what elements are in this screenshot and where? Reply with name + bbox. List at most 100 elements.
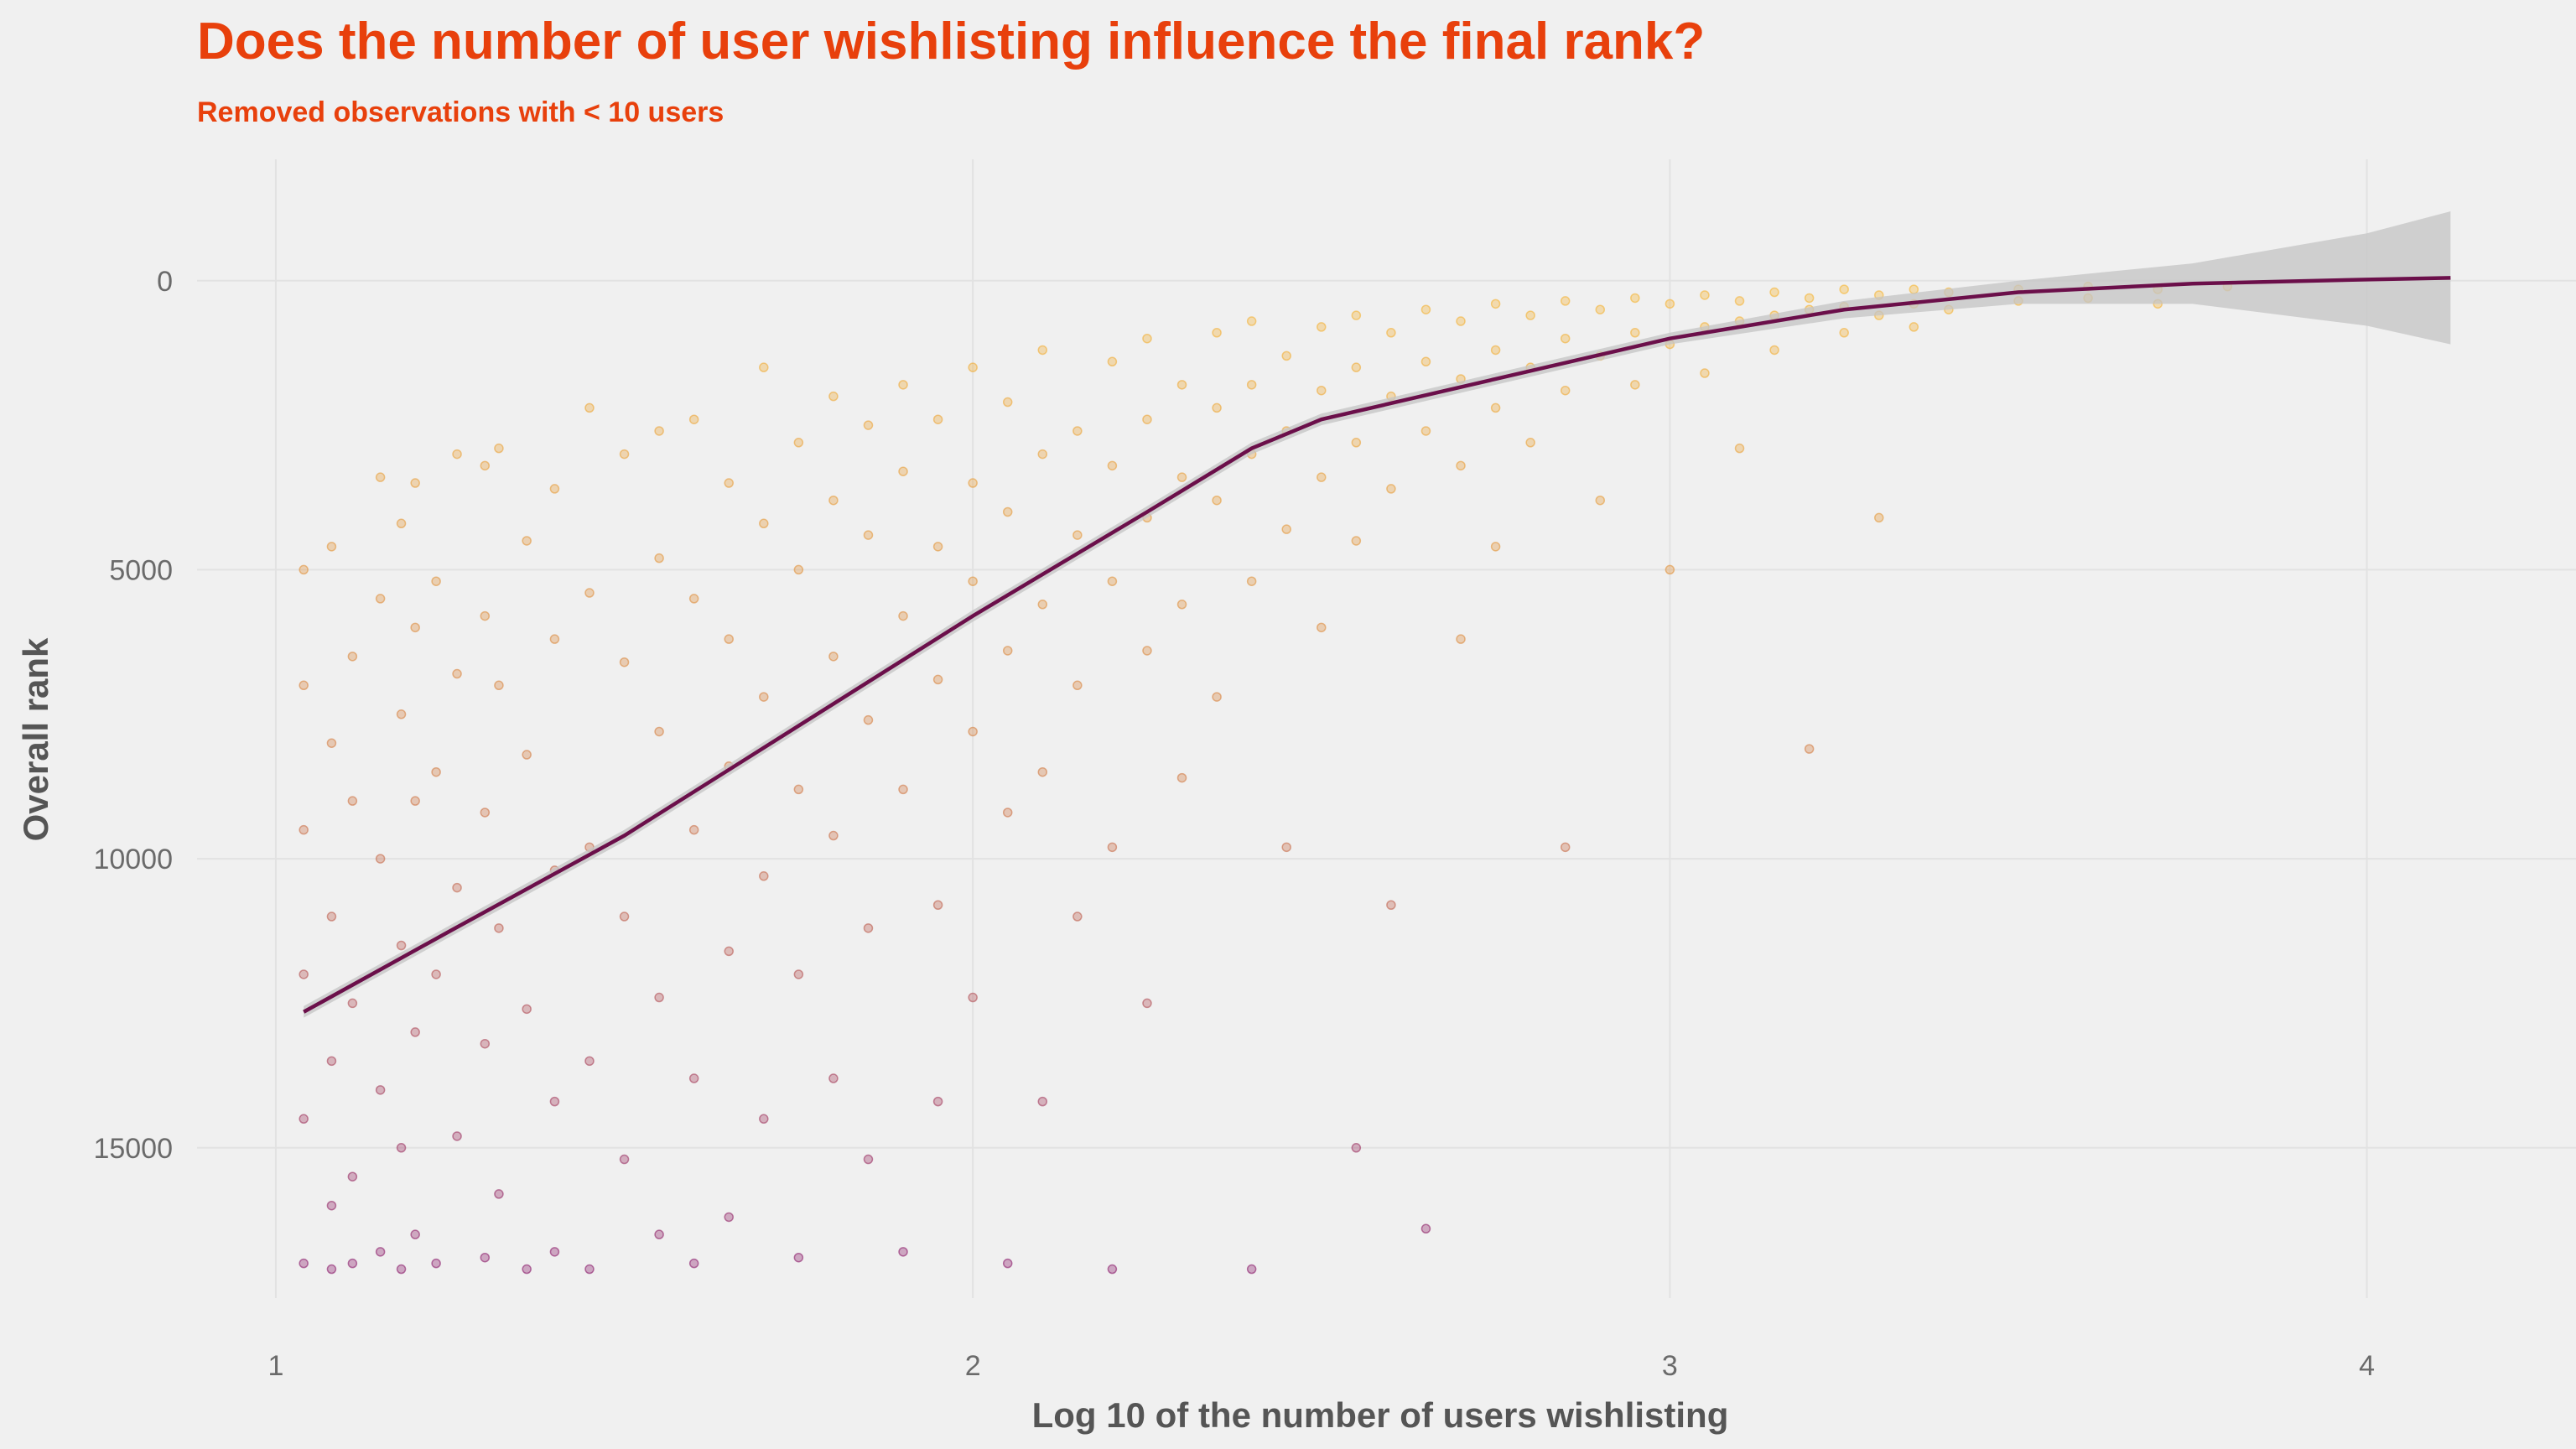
- point: [1246, 380, 1257, 390]
- point: [1142, 333, 1152, 344]
- point: [1909, 322, 1919, 332]
- point: [494, 1189, 504, 1199]
- point: [1212, 495, 1222, 506]
- point: [1456, 460, 1466, 471]
- point: [828, 495, 839, 506]
- point: [396, 518, 407, 529]
- point: [724, 1212, 734, 1223]
- point: [326, 738, 337, 748]
- point: [1037, 1096, 1048, 1107]
- point: [898, 784, 908, 795]
- point: [1665, 564, 1675, 575]
- point: [299, 1114, 309, 1124]
- point: [375, 594, 386, 604]
- point: [1700, 368, 1710, 378]
- point: [1525, 438, 1535, 448]
- point: [549, 1096, 560, 1107]
- point: [1176, 600, 1187, 610]
- point: [968, 478, 978, 488]
- point: [1107, 842, 1118, 853]
- point: [347, 1258, 358, 1269]
- point: [1560, 333, 1571, 344]
- point: [375, 472, 386, 482]
- point: [396, 940, 407, 951]
- point: [1874, 512, 1884, 523]
- point: [1490, 402, 1501, 413]
- point: [494, 680, 504, 691]
- point: [724, 634, 734, 644]
- point: [968, 362, 978, 372]
- point: [375, 854, 386, 864]
- point: [549, 634, 560, 644]
- point: [1420, 1223, 1431, 1234]
- point: [688, 594, 699, 604]
- point: [1386, 328, 1396, 338]
- chart-subtitle: Removed observations with < 10 users: [197, 96, 724, 128]
- point: [1839, 284, 1849, 294]
- point: [1002, 808, 1013, 818]
- point: [793, 1252, 804, 1263]
- point: [1142, 998, 1152, 1009]
- point: [1176, 772, 1187, 783]
- point: [932, 414, 943, 424]
- point: [410, 1027, 420, 1037]
- point: [688, 1073, 699, 1083]
- point: [480, 1252, 491, 1263]
- point: [932, 542, 943, 552]
- point: [452, 1131, 462, 1141]
- point: [326, 1056, 337, 1067]
- point: [932, 1096, 943, 1107]
- point: [1560, 842, 1571, 853]
- point: [375, 1247, 386, 1257]
- point: [326, 911, 337, 922]
- point: [759, 871, 769, 881]
- point: [793, 564, 804, 575]
- point: [1002, 646, 1013, 656]
- point: [522, 750, 532, 760]
- point: [1212, 692, 1222, 702]
- point: [452, 449, 462, 460]
- point: [1456, 634, 1466, 644]
- point: [759, 692, 769, 702]
- point: [863, 530, 874, 540]
- point: [1107, 460, 1118, 471]
- point: [494, 923, 504, 933]
- point: [1072, 426, 1083, 436]
- point: [584, 402, 595, 413]
- point: [932, 674, 943, 685]
- point: [1630, 293, 1640, 304]
- x-axis-title: Log 10 of the number of users wishlistin…: [1032, 1395, 1729, 1435]
- point: [1002, 506, 1013, 517]
- point: [410, 622, 420, 633]
- point: [863, 923, 874, 933]
- point: [480, 610, 491, 621]
- point: [1595, 304, 1606, 314]
- point: [619, 449, 630, 460]
- point: [1281, 351, 1291, 361]
- point: [654, 553, 664, 564]
- point: [299, 824, 309, 835]
- point: [1037, 345, 1048, 356]
- point: [1351, 362, 1362, 372]
- point: [522, 1264, 532, 1275]
- point: [898, 1247, 908, 1257]
- point: [1630, 380, 1640, 390]
- point: [759, 518, 769, 529]
- point: [1490, 299, 1501, 309]
- point: [688, 1258, 699, 1269]
- point: [584, 1264, 595, 1275]
- point: [1212, 328, 1222, 338]
- point: [1420, 304, 1431, 314]
- point: [688, 414, 699, 424]
- y-tick-label: 0: [157, 266, 173, 298]
- point: [1420, 426, 1431, 436]
- point: [793, 438, 804, 448]
- point: [1107, 1264, 1118, 1275]
- point: [584, 1056, 595, 1067]
- point: [549, 484, 560, 494]
- point: [1490, 345, 1501, 356]
- point: [968, 992, 978, 1003]
- point: [654, 426, 664, 436]
